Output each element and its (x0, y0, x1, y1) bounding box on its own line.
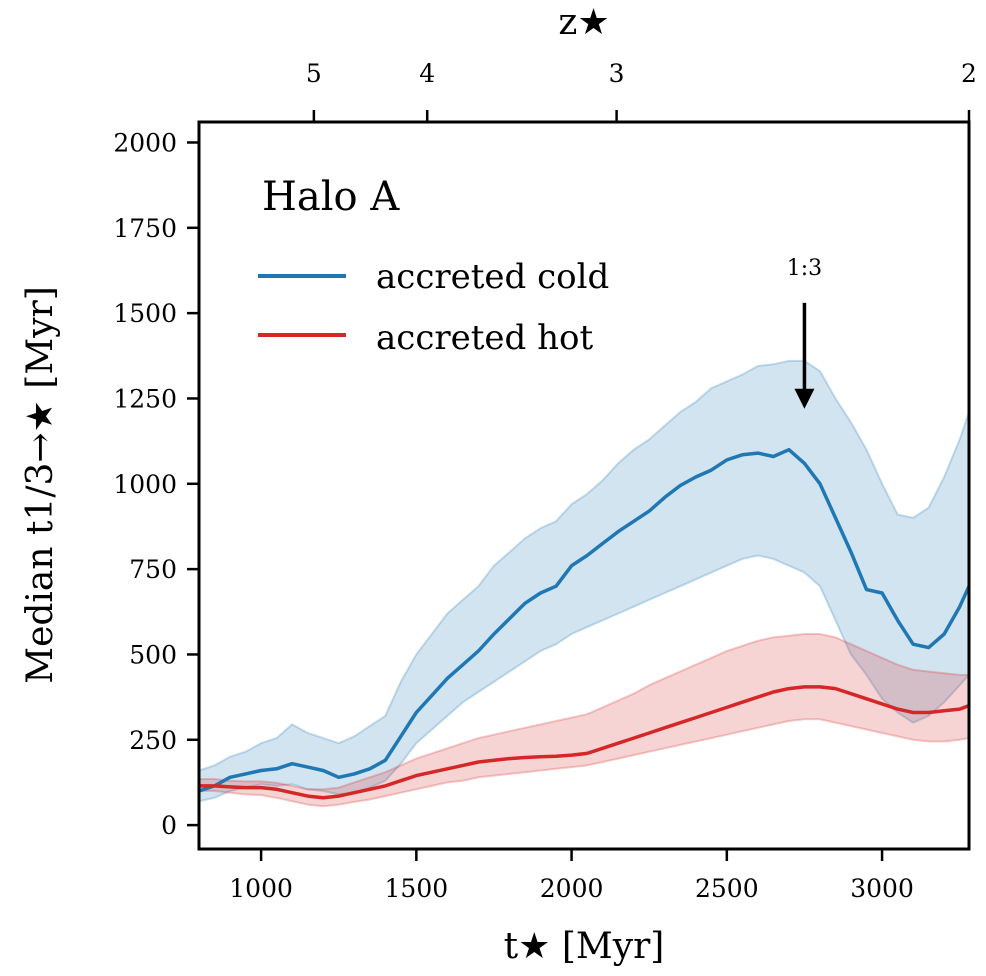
plot-frame (197, 120, 971, 851)
y-tick-label: 1250 (113, 384, 177, 413)
chart-title: Halo A (262, 174, 400, 220)
line-accreted-hot (199, 685, 970, 800)
merger-annotation: 1:3 (787, 256, 822, 409)
y-tick-label: 250 (129, 726, 177, 755)
top-tick-label: 5 (306, 59, 322, 88)
series-lines (198, 447, 971, 800)
top-tick-label: 2 (961, 59, 977, 88)
y-tick-label: 0 (161, 811, 177, 840)
y-tick-label: 750 (129, 555, 177, 584)
x-tick-label: 2000 (540, 874, 604, 903)
y-tick-label: 1750 (113, 214, 177, 243)
y-tick-label: 2000 (113, 128, 177, 157)
confidence-bands (198, 359, 970, 808)
y-tick-label: 1000 (113, 470, 177, 499)
x-tick-label: 1500 (385, 874, 449, 903)
top-tick-label: 4 (419, 59, 435, 88)
x-tick-label: 2500 (695, 874, 759, 903)
line-accreted-cold (198, 447, 971, 793)
y-tick-label: 500 (129, 640, 177, 669)
annotation-label: 1:3 (787, 256, 822, 281)
x-axis-ticks: 1000 1500 2000 2500 3000 (229, 849, 914, 903)
y-axis-ticks: 0 250 500 750 1000 1250 1500 1750 2000 (113, 128, 199, 840)
top-tick-label: 3 (609, 59, 625, 88)
y-tick-label: 1500 (113, 299, 177, 328)
x-tick-label: 1000 (229, 874, 293, 903)
top-axis-ticks: 5 4 3 2 (306, 59, 977, 122)
x-axis-label: t★ [Myr] (504, 926, 665, 967)
legend-label-accreted-cold: accreted cold (376, 257, 609, 297)
y-axis-label: Median t1/3→★ [Myr] (20, 286, 61, 684)
annotation-arrow-head (794, 388, 815, 409)
legend: accreted cold accreted hot (258, 257, 609, 358)
top-axis-label: z★ (558, 2, 609, 43)
x-tick-label: 3000 (850, 874, 914, 903)
legend-label-accreted-hot: accreted hot (376, 318, 593, 358)
